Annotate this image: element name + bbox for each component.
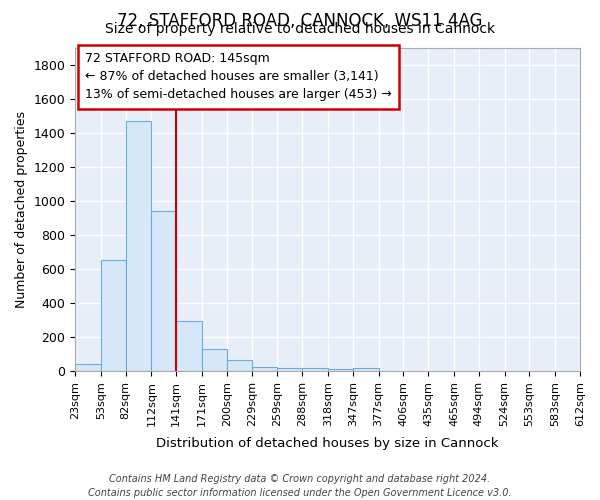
Text: Contains HM Land Registry data © Crown copyright and database right 2024.
Contai: Contains HM Land Registry data © Crown c…	[88, 474, 512, 498]
Bar	[302, 368, 328, 371]
Bar	[151, 211, 176, 371]
Bar	[328, 369, 353, 371]
Bar	[75, 364, 101, 371]
Y-axis label: Number of detached properties: Number of detached properties	[15, 111, 28, 308]
Bar	[353, 368, 379, 371]
Text: 72, STAFFORD ROAD, CANNOCK, WS11 4AG: 72, STAFFORD ROAD, CANNOCK, WS11 4AG	[117, 12, 483, 30]
Bar	[202, 349, 227, 371]
X-axis label: Distribution of detached houses by size in Cannock: Distribution of detached houses by size …	[157, 437, 499, 450]
Bar	[176, 321, 202, 371]
Bar	[227, 360, 252, 371]
Text: 72 STAFFORD ROAD: 145sqm
← 87% of detached houses are smaller (3,141)
13% of sem: 72 STAFFORD ROAD: 145sqm ← 87% of detach…	[85, 52, 392, 102]
Bar	[277, 368, 302, 371]
Bar	[101, 260, 126, 371]
Bar	[126, 120, 151, 371]
Bar	[252, 367, 277, 371]
Text: Size of property relative to detached houses in Cannock: Size of property relative to detached ho…	[105, 22, 495, 36]
